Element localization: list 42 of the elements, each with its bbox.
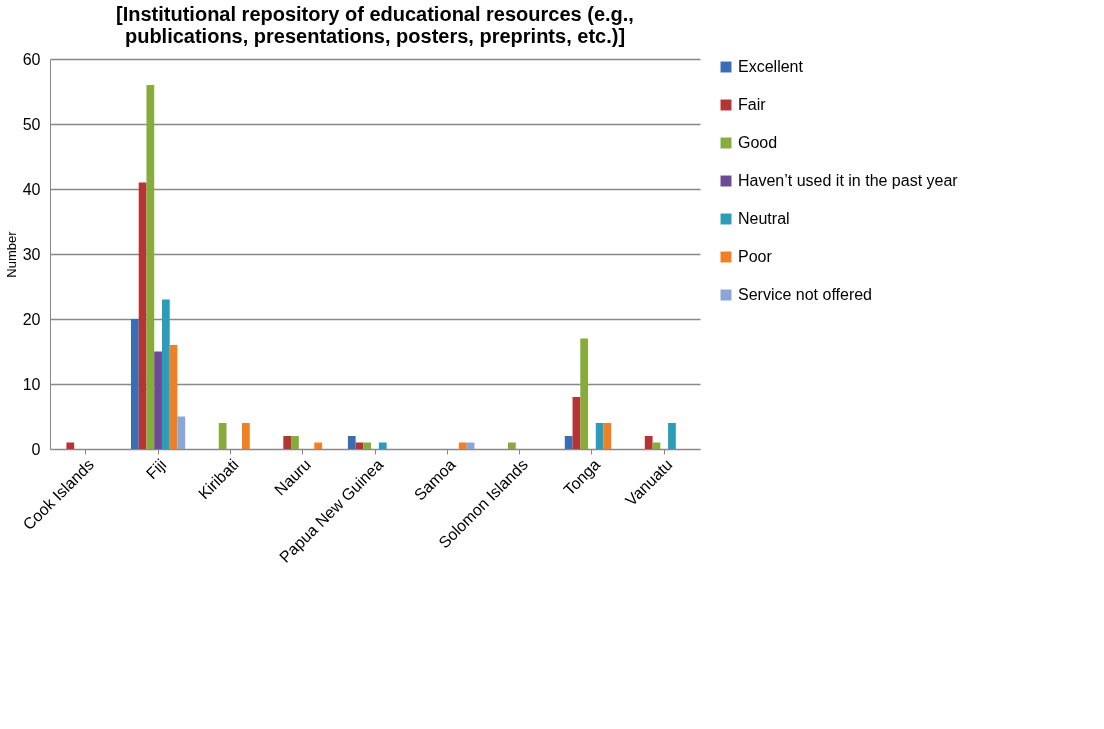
- bar: [363, 442, 372, 449]
- y-tick-label: 40: [22, 180, 41, 198]
- y-axis-title: Number: [3, 230, 19, 278]
- legend-label: Excellent: [738, 58, 804, 75]
- bar: [283, 436, 292, 449]
- bar: [314, 442, 323, 449]
- bar: [177, 416, 186, 449]
- bar: [507, 442, 516, 449]
- legend-label: Poor: [738, 248, 773, 265]
- bar: [218, 423, 227, 449]
- bar: [458, 442, 467, 449]
- legend-label: Good: [738, 134, 778, 151]
- legend-label: Service not offered: [738, 286, 873, 303]
- bar: [169, 345, 178, 449]
- y-tick-label: 0: [31, 440, 41, 458]
- bar: [595, 423, 604, 449]
- y-tick-label: 60: [22, 50, 41, 68]
- y-tick-label: 50: [22, 115, 41, 133]
- bar: [572, 397, 581, 449]
- chart-title: [Institutional repository of educational resources (e.g., publications, presentations, posters, preprints, etc.)]: [116, 3, 634, 47]
- bar: [564, 436, 573, 449]
- bar: [668, 423, 676, 449]
- x-tick-label: Fiji: [142, 455, 170, 483]
- y-tick-label: 20: [22, 310, 41, 328]
- bar: [378, 442, 387, 449]
- bar: [580, 338, 589, 449]
- y-tick-label: 10: [22, 375, 41, 393]
- bar: [154, 351, 162, 449]
- bar: [130, 319, 139, 449]
- legend-label: Haven’t used it in the past year: [738, 172, 959, 189]
- bar: [644, 436, 653, 449]
- bar: [146, 85, 155, 449]
- bar: [603, 423, 612, 449]
- y-tick-label: 30: [22, 245, 41, 263]
- bar: [242, 423, 250, 449]
- bar: [347, 436, 356, 449]
- bar: [138, 182, 147, 449]
- bar: [291, 436, 299, 449]
- bar: [66, 442, 75, 449]
- legend-label: Fair: [738, 96, 767, 113]
- bar: [161, 299, 170, 449]
- legend-label: Neutral: [738, 210, 790, 227]
